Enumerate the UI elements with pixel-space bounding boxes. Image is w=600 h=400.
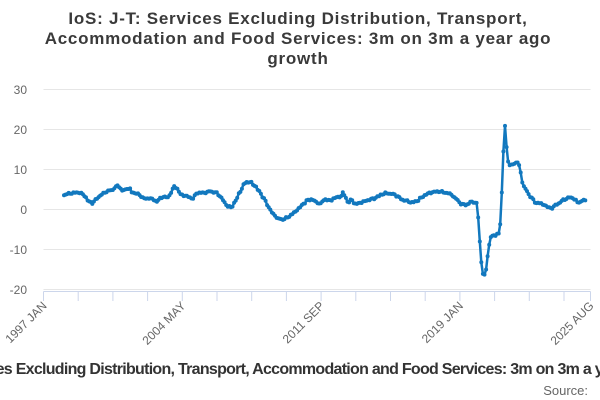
svg-text:30: 30 [14, 83, 28, 97]
svg-text:2019 JAN: 2019 JAN [419, 299, 466, 346]
svg-text:20: 20 [14, 123, 28, 137]
svg-text:1997 JAN: 1997 JAN [2, 299, 49, 346]
svg-text:10: 10 [14, 163, 28, 177]
svg-text:2011 SEP: 2011 SEP [280, 299, 327, 346]
svg-text:2025 AUG: 2025 AUG [548, 299, 597, 348]
svg-text:2004 MAY: 2004 MAY [140, 299, 189, 348]
svg-text:-20: -20 [10, 283, 28, 297]
svg-text:-10: -10 [10, 243, 28, 257]
svg-text:0: 0 [20, 203, 27, 217]
